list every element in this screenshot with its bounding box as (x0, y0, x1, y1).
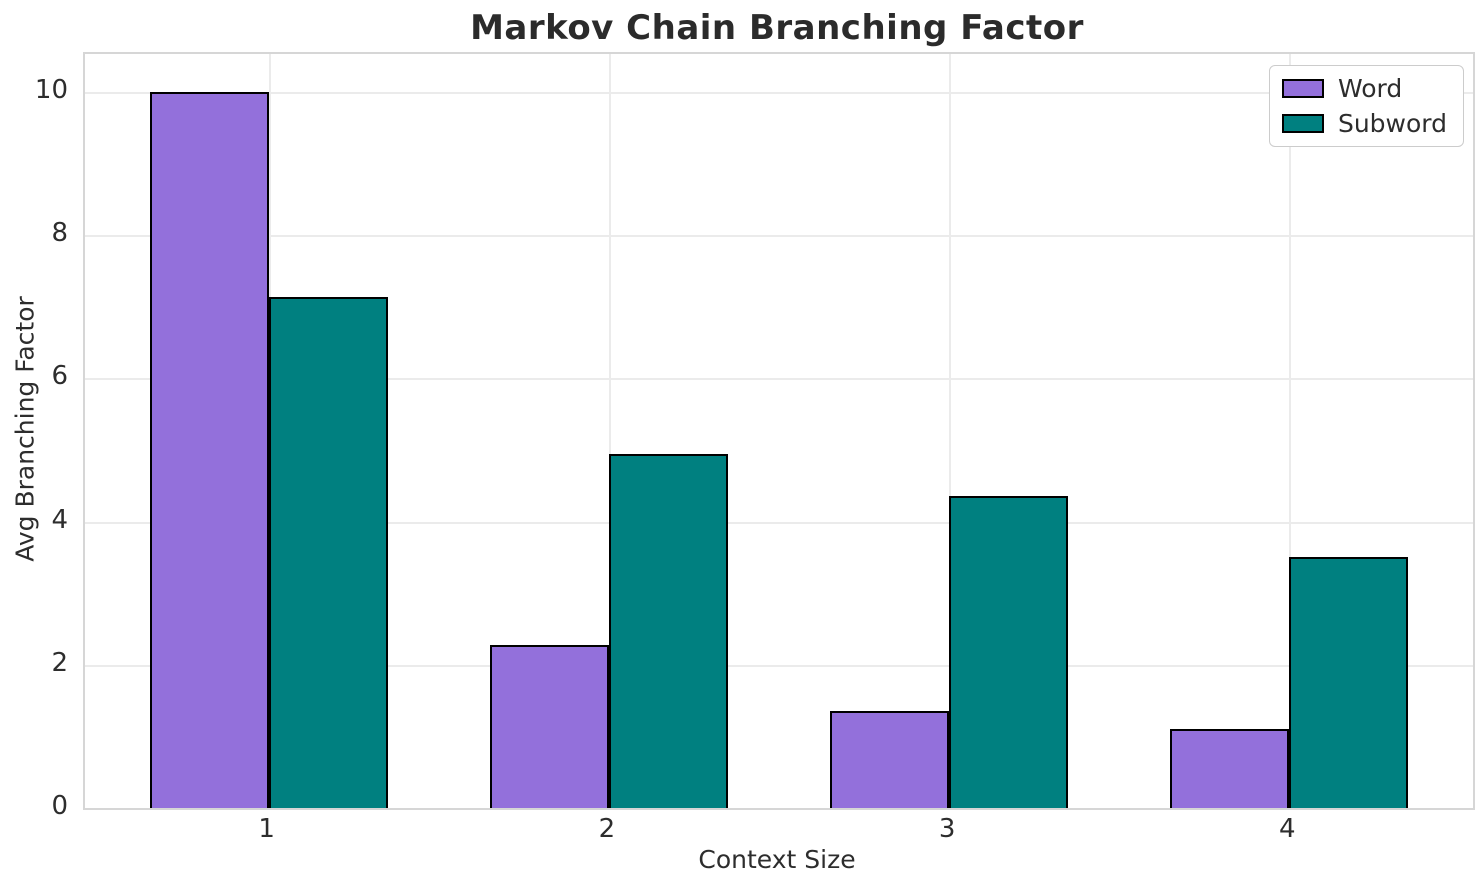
y-tick-6: 6 (51, 361, 68, 392)
plot-area: Word Subword (83, 52, 1475, 810)
bar-subword-context-2 (608, 453, 728, 808)
legend-item-word: Word (1281, 74, 1447, 103)
legend-swatch-subword (1281, 114, 1324, 133)
x-tick-3: 3 (938, 814, 956, 844)
bar-subword-context-1 (268, 297, 388, 808)
bar-subword-context-4 (1289, 557, 1409, 808)
bar-word-context-1 (149, 91, 269, 808)
bar-word-context-3 (830, 711, 950, 808)
legend-item-subword: Subword (1281, 109, 1447, 138)
gridline-y-2 (85, 664, 1473, 667)
y-tick-0: 0 (51, 791, 68, 821)
bar-word-context-2 (489, 644, 609, 808)
gridline-y-4 (85, 521, 1473, 524)
x-tick-2: 2 (598, 814, 616, 844)
chart-title: Markov Chain Branching Factor (470, 8, 1084, 48)
y-tick-10: 10 (34, 74, 68, 105)
bar-word-context-4 (1170, 729, 1290, 808)
x-tick-1: 1 (258, 814, 275, 844)
gridline-y-10 (85, 91, 1473, 94)
gridline-x-2 (608, 54, 611, 808)
legend-label-word: Word (1337, 74, 1403, 103)
legend-label-subword: Subword (1337, 109, 1447, 138)
legend-swatch-word (1281, 79, 1324, 98)
gridline-y-6 (85, 378, 1473, 381)
legend: Word Subword (1268, 65, 1464, 147)
gridline-x-3 (949, 54, 952, 808)
x-axis-label: Context Size (698, 845, 856, 874)
gridline-x-4 (1289, 54, 1292, 808)
x-tick-4: 4 (1279, 814, 1296, 844)
y-tick-4: 4 (51, 504, 68, 535)
y-axis-label: Avg Branching Factor (10, 296, 40, 562)
bar-subword-context-3 (949, 495, 1069, 808)
gridline-y-8 (85, 235, 1473, 238)
y-tick-8: 8 (51, 218, 68, 249)
y-tick-2: 2 (51, 647, 68, 678)
